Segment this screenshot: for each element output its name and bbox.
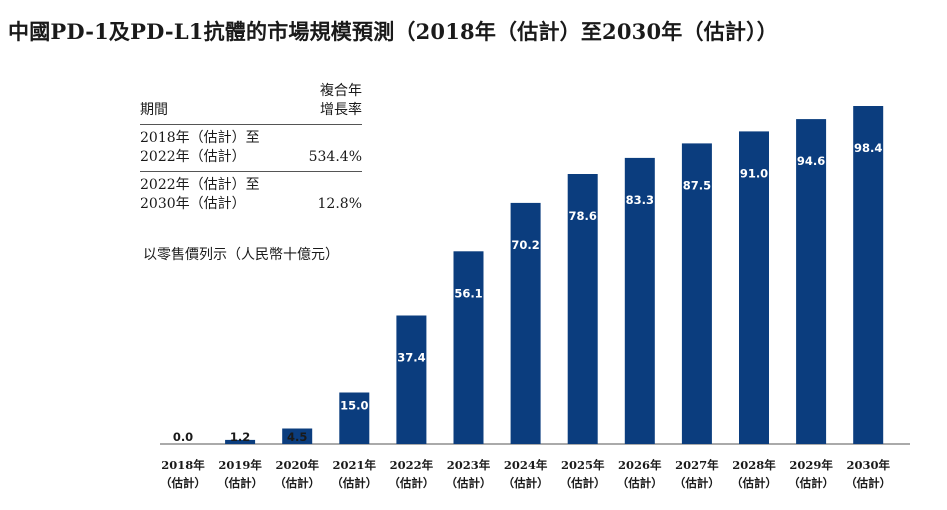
cagr-row: 2022年（估計）至 2030年（估計） 12.8% (140, 172, 362, 218)
cagr-period-line2: 2030年（估計） (140, 196, 246, 212)
x-tick-label: 2020年 (275, 458, 319, 472)
x-tick-label: 2019年 (218, 458, 262, 472)
x-tick-label: 2030年 (846, 458, 890, 472)
x-tick-label: （估計） (446, 476, 492, 490)
cagr-period: 2022年（估計）至 2030年（估計） (140, 176, 288, 214)
x-tick-label: （估計） (503, 476, 549, 490)
x-tick-label: 2024年 (504, 458, 548, 472)
cagr-header-rate-line1: 複合年 (320, 83, 362, 99)
x-tick-label: （估計） (731, 476, 777, 490)
x-tick-label: 2029年 (789, 458, 833, 472)
bar (796, 119, 827, 444)
data-label: 87.5 (683, 178, 711, 192)
bar (282, 428, 313, 444)
bar (681, 143, 712, 444)
data-label: 37.4 (397, 351, 425, 365)
cagr-table: 期間 複合年 增長率 2018年（估計）至 2022年（估計） 534.4% 2… (140, 82, 362, 218)
x-tick-label: （估計） (560, 476, 606, 490)
cagr-rate: 534.4% (308, 149, 362, 165)
bar (396, 315, 427, 444)
x-tick-label: 2026年 (618, 458, 662, 472)
x-tick-label: 2025年 (561, 458, 605, 472)
unit-note: 以零售價列示（人民幣十億元） (143, 247, 339, 263)
x-tick-label: 2023年 (447, 458, 491, 472)
x-tick-label: （估計） (388, 476, 434, 490)
x-tick-label: 2028年 (732, 458, 776, 472)
cagr-row: 2018年（估計）至 2022年（估計） 534.4% (140, 125, 362, 172)
bar (339, 392, 370, 444)
data-label: 56.1 (454, 286, 482, 300)
chart-title: 中國PD-1及PD-L1抗體的市場規模預測（2018年（估計）至2030年（估計… (8, 19, 778, 44)
x-tick-label: （估計） (788, 476, 834, 490)
cagr-period: 2018年（估計）至 2022年（估計） (140, 129, 288, 167)
bar (510, 202, 541, 444)
cagr-header-rate: 複合年 增長率 (298, 82, 362, 120)
data-label: 94.6 (797, 154, 825, 168)
x-tick-label: 2021年 (333, 458, 377, 472)
cagr-table-header: 期間 複合年 增長率 (140, 82, 362, 125)
cagr-header-rate-line2: 增長率 (320, 102, 362, 118)
data-label: 78.6 (569, 209, 597, 223)
cagr-period-line1: 2022年（估計）至 (140, 177, 260, 193)
data-label: 0.0 (173, 430, 193, 444)
data-label: 98.4 (854, 141, 882, 155)
x-tick-label: （估計） (845, 476, 891, 490)
cagr-period-line2: 2022年（估計） (140, 149, 246, 165)
bar (739, 131, 769, 444)
cagr-rate: 12.8% (317, 196, 362, 212)
data-label: 1.2 (230, 430, 250, 444)
data-label: 91.0 (740, 166, 768, 180)
x-tick-label: 2022年 (390, 458, 434, 472)
cagr-period-line1: 2018年（估計）至 (140, 130, 260, 146)
x-tick-label: （估計） (331, 476, 377, 490)
data-label: 83.3 (626, 193, 654, 207)
x-tick-label: （估計） (160, 476, 206, 490)
data-label: 15.0 (340, 399, 368, 413)
bar (225, 439, 256, 444)
x-tick-label: 2018年 (161, 458, 205, 472)
x-tick-label: （估計） (217, 476, 263, 490)
data-label: 4.5 (287, 430, 307, 444)
bar (567, 174, 598, 444)
bar (624, 157, 655, 444)
bar (453, 251, 484, 444)
data-label: 70.2 (511, 238, 539, 252)
x-tick-label: （估計） (674, 476, 720, 490)
x-tick-label: 2027年 (675, 458, 719, 472)
cagr-header-period: 期間 (140, 102, 168, 118)
x-tick-label: （估計） (617, 476, 663, 490)
x-tick-label: （估計） (274, 476, 320, 490)
bar (853, 106, 884, 444)
